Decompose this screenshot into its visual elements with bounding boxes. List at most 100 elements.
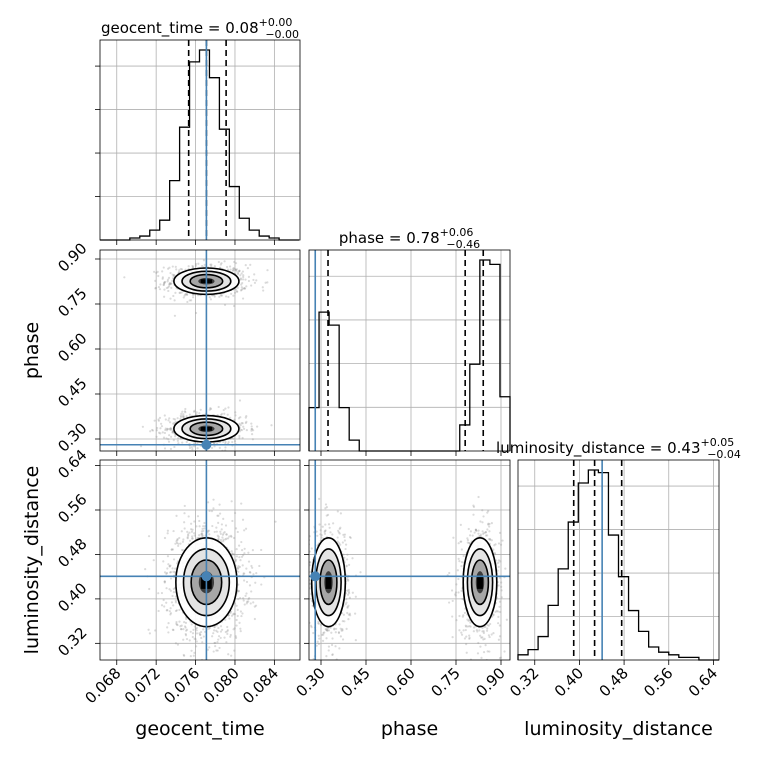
scatter-point — [486, 627, 489, 630]
scatter-point — [247, 600, 250, 603]
scatter-point — [200, 533, 203, 536]
scatter-point — [248, 570, 251, 574]
scatter-point — [225, 533, 228, 536]
scatter-point — [305, 606, 307, 608]
scatter-point — [254, 581, 257, 584]
scatter-point — [219, 413, 223, 417]
scatter-point — [302, 574, 304, 576]
scatter-point — [489, 622, 492, 626]
scatter-point — [241, 436, 244, 440]
scatter-point — [187, 265, 190, 268]
scatter-point — [159, 283, 162, 286]
scatter-point — [480, 656, 483, 659]
scatter-point — [186, 530, 189, 533]
scatter-point — [169, 571, 172, 574]
scatter-point — [218, 295, 221, 298]
scatter-point — [231, 440, 234, 444]
scatter-point — [144, 568, 147, 571]
scatter-point — [163, 580, 166, 583]
scatter-point — [499, 560, 502, 563]
scatter-point — [191, 535, 194, 538]
scatter-point — [247, 551, 250, 554]
scatter-point — [175, 622, 178, 625]
scatter-point — [482, 638, 485, 641]
histogram-bar — [329, 325, 339, 451]
x-tick-label: 0.56 — [640, 664, 676, 700]
scatter-point — [183, 512, 186, 515]
scatter-point — [447, 601, 451, 604]
scatter-point — [240, 422, 243, 425]
x-tick-label: 0.90 — [472, 664, 508, 700]
scatter-point — [466, 541, 469, 544]
scatter-point — [187, 534, 190, 537]
scatter-point — [237, 589, 240, 592]
scatter-point — [258, 564, 261, 568]
scatter-point — [455, 618, 458, 622]
scatter-point — [169, 447, 173, 451]
scatter-point — [193, 534, 196, 537]
scatter-point — [201, 535, 204, 538]
scatter-point — [301, 549, 303, 551]
scatter-point — [243, 552, 246, 555]
scatter-point — [166, 427, 169, 430]
scatter-point — [184, 621, 188, 624]
scatter-point — [165, 429, 169, 432]
scatter-point — [166, 609, 169, 612]
scatter-point — [173, 421, 176, 425]
scatter-point — [227, 653, 230, 656]
histogram-bar — [528, 650, 538, 660]
scatter-point — [151, 429, 155, 432]
scatter-point — [463, 611, 466, 615]
scatter-point — [193, 637, 196, 640]
scatter-point — [323, 530, 326, 534]
scatter-point — [463, 637, 467, 640]
scatter-point — [337, 531, 340, 534]
scatter-point — [454, 591, 458, 594]
title-lower-error: −0.46 — [446, 238, 480, 251]
scatter-point — [172, 273, 175, 277]
scatter-point — [171, 548, 175, 551]
scatter-point — [193, 409, 196, 413]
scatter-point — [325, 655, 328, 658]
scatter-point — [184, 632, 187, 636]
scatter-point — [180, 548, 184, 552]
scatter-point — [224, 440, 227, 444]
scatter-point — [292, 607, 294, 609]
scatter-point — [240, 614, 243, 618]
histogram-bar — [548, 605, 558, 660]
scatter-point — [203, 521, 206, 525]
scatter-point — [217, 635, 221, 638]
scatter-point — [324, 503, 328, 506]
scatter-point — [305, 570, 307, 572]
scatter-point — [244, 527, 248, 530]
scatter-point — [452, 536, 455, 539]
scatter-point — [466, 539, 470, 542]
scatter-point — [210, 263, 213, 266]
scatter-point — [321, 525, 324, 528]
scatter-point — [302, 590, 304, 592]
scatter-point — [163, 414, 166, 417]
scatter-point — [462, 554, 465, 558]
scatter-point — [174, 291, 177, 294]
scatter-point — [212, 507, 215, 510]
scatter-point — [497, 561, 500, 564]
scatter-point — [320, 533, 323, 537]
scatter-point — [451, 615, 454, 618]
scatter-point — [336, 540, 339, 543]
scatter-point — [327, 523, 331, 526]
x-tick-label: 0.45 — [337, 664, 373, 700]
scatter-point — [216, 514, 219, 517]
scatter-point — [180, 624, 183, 627]
x-tick-label: 0.30 — [292, 664, 328, 700]
scatter-point — [302, 650, 304, 652]
scatter-point — [457, 591, 460, 594]
title-upper-error: +0.00 — [259, 16, 293, 29]
scatter-point — [201, 532, 204, 535]
scatter-point — [167, 438, 170, 441]
scatter-point — [222, 408, 225, 412]
scatter-point — [169, 283, 172, 286]
scatter-point — [230, 654, 233, 657]
scatter-point — [488, 635, 491, 639]
scatter-point — [497, 584, 500, 587]
scatter-point — [345, 627, 348, 630]
